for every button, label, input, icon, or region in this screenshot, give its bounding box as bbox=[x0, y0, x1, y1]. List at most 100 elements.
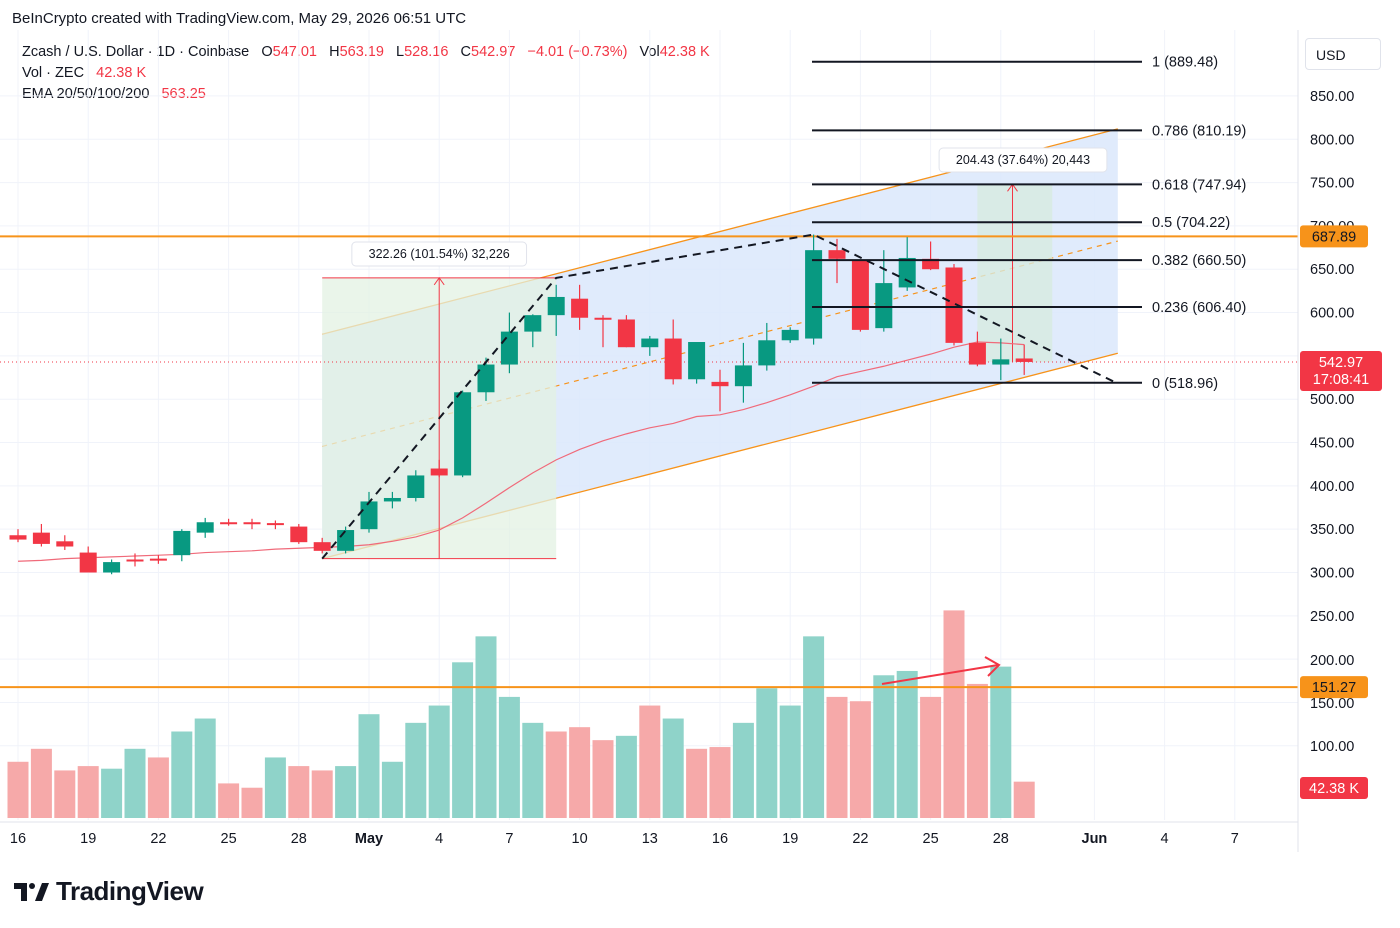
candle-body bbox=[196, 522, 214, 533]
x-tick-label: 10 bbox=[572, 831, 588, 847]
y-tick-label: 200.00 bbox=[1310, 653, 1354, 669]
candle-body bbox=[571, 298, 589, 318]
annotations: 322.26 (101.54%) 32,226 204.43 (37.64%) 2… bbox=[321, 147, 1119, 685]
measure-label-2-box bbox=[938, 147, 1108, 173]
candle-body bbox=[103, 562, 121, 573]
candle-body bbox=[758, 340, 776, 366]
candle-body bbox=[945, 267, 963, 343]
candle-body bbox=[734, 365, 752, 387]
candle-body bbox=[126, 559, 144, 562]
last-price-tag-bg bbox=[1300, 350, 1382, 391]
low-label: L bbox=[396, 44, 405, 60]
candle-body bbox=[383, 497, 401, 502]
symbol-legend: Zcash / U.S. Dollar · 1D · Coinbase O547… bbox=[22, 44, 710, 60]
resistance-tag-bg bbox=[1300, 225, 1368, 248]
ema-indicator-value: 563.25 bbox=[161, 86, 206, 102]
volume-bar bbox=[639, 705, 661, 818]
y-tick-label: 350.00 bbox=[1310, 522, 1354, 538]
y-tick-label: 650.00 bbox=[1310, 262, 1354, 278]
ema-legend: EMA 20/50/100/200 563.25 bbox=[22, 86, 206, 102]
fib-level-label: 0.786 (810.19) bbox=[1152, 123, 1246, 139]
axes: 850.00800.00750.00700.00650.00600.00550.… bbox=[0, 30, 1354, 852]
volume-bar bbox=[405, 722, 427, 818]
volume-legend: Vol · ZEC 42.38 K bbox=[22, 65, 146, 81]
x-tick-label: 19 bbox=[782, 831, 798, 847]
volume-bar bbox=[475, 636, 497, 818]
x-tick-label: 16 bbox=[712, 831, 728, 847]
volume-bar bbox=[30, 748, 52, 818]
volume-bar bbox=[1013, 781, 1035, 818]
symbol-name[interactable]: Zcash / U.S. Dollar · 1D · Coinbase bbox=[22, 44, 250, 60]
x-tick-label: 25 bbox=[221, 831, 237, 847]
candle-body bbox=[56, 541, 74, 547]
x-tick-label: 7 bbox=[505, 831, 513, 847]
candle-body bbox=[1015, 358, 1033, 362]
volume-bar bbox=[849, 701, 871, 818]
fib-level-label: 0.236 (606.40) bbox=[1152, 300, 1246, 316]
candle-body bbox=[524, 315, 542, 332]
currency-selector[interactable]: USD bbox=[1305, 38, 1381, 70]
candle-body bbox=[851, 260, 869, 330]
volume-bar bbox=[709, 747, 731, 818]
volume-bar bbox=[101, 768, 123, 818]
candle-body bbox=[805, 250, 823, 339]
last-volume-tag: 42.38 K bbox=[1309, 781, 1359, 797]
candle-body bbox=[79, 552, 97, 573]
ema-indicator-name[interactable]: EMA 20/50/100/200 bbox=[22, 86, 150, 102]
x-tick-label: 28 bbox=[993, 831, 1009, 847]
candle-body bbox=[594, 317, 612, 320]
y-tick-label: 500.00 bbox=[1310, 392, 1354, 408]
resistance-tag: 687.89 bbox=[1312, 229, 1356, 245]
volume-bar bbox=[686, 748, 708, 818]
candle-body bbox=[266, 523, 284, 526]
close-label: C bbox=[460, 44, 472, 60]
last-price-tag: 542.97 bbox=[1319, 355, 1363, 371]
volume-bar bbox=[7, 761, 29, 818]
volume-bar bbox=[77, 766, 99, 818]
y-tick-label: 400.00 bbox=[1310, 479, 1354, 495]
candle-body bbox=[454, 392, 472, 476]
volume-bar bbox=[873, 675, 895, 818]
volume-bar bbox=[498, 696, 520, 818]
measure-label-2: 204.43 (37.64%) 20,443 bbox=[956, 153, 1090, 167]
volume-bar bbox=[358, 714, 380, 818]
volume-bar bbox=[452, 662, 474, 818]
volume-bar bbox=[194, 718, 216, 818]
tradingview-logo[interactable]: TradingView bbox=[14, 876, 204, 907]
volume-trend-arrowhead bbox=[984, 656, 1001, 677]
volume-indicator-name[interactable]: Vol · ZEC bbox=[22, 65, 85, 81]
volume-bar bbox=[826, 696, 848, 818]
open-value: 547.01 bbox=[272, 44, 317, 60]
x-tick-label: 13 bbox=[642, 831, 658, 847]
volume-bar bbox=[428, 705, 450, 818]
fib-level-label: 0.5 (704.22) bbox=[1152, 215, 1230, 231]
x-tick-label: 25 bbox=[923, 831, 939, 847]
candle-body bbox=[992, 359, 1010, 365]
candle-body bbox=[220, 522, 238, 525]
candle-body bbox=[243, 522, 261, 525]
measure-label-1-box bbox=[351, 241, 528, 267]
volume-value: 42.38 K bbox=[659, 44, 710, 60]
x-tick-label: 28 bbox=[291, 831, 307, 847]
volume-level-tag-bg bbox=[1300, 676, 1368, 699]
zigzag-line bbox=[321, 233, 1119, 560]
y-tick-label: 850.00 bbox=[1310, 89, 1354, 105]
volume-bar bbox=[171, 731, 193, 818]
volume-bar bbox=[311, 770, 333, 818]
candle-body bbox=[898, 257, 916, 288]
volume-bar bbox=[966, 683, 988, 818]
fib-level-label: 0.382 (660.50) bbox=[1152, 253, 1246, 269]
fib-level-label: 1 (889.48) bbox=[1152, 55, 1218, 71]
volume-bar bbox=[264, 757, 286, 818]
candle-body bbox=[313, 542, 331, 551]
candle-body bbox=[32, 532, 50, 544]
measure-label-1: 322.26 (101.54%) 32,226 bbox=[369, 247, 510, 261]
y-tick-label: 800.00 bbox=[1310, 132, 1354, 148]
candle-body bbox=[477, 364, 495, 393]
volume-trend-arrow bbox=[881, 664, 999, 685]
volume-bar bbox=[990, 666, 1012, 818]
volume-indicator-value: 42.38 K bbox=[96, 65, 147, 81]
low-value: 528.16 bbox=[404, 44, 449, 60]
candle-body bbox=[173, 530, 191, 556]
